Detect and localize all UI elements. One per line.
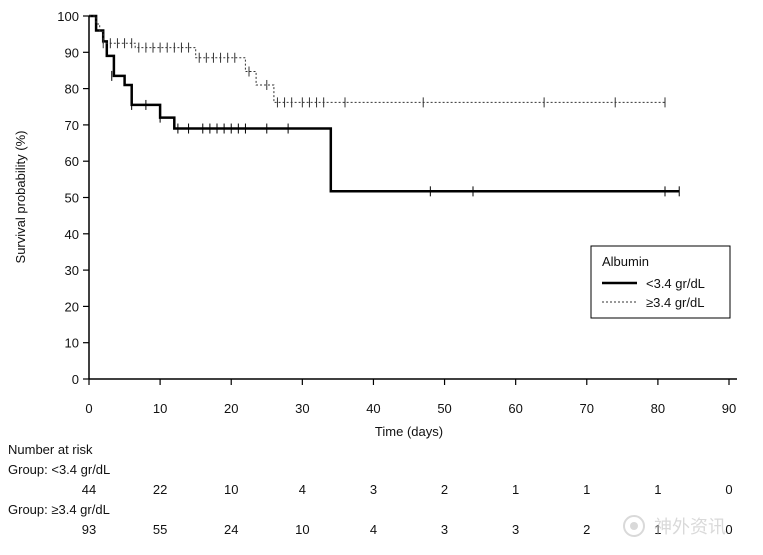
risk-count: 4 [298, 482, 306, 497]
y-tick-label: 10 [65, 336, 79, 351]
legend: Albumin <3.4 gr/dL ≥3.4 gr/dL [590, 245, 731, 319]
x-tick-label: 0 [85, 401, 92, 416]
legend-label-low: <3.4 gr/dL [646, 276, 705, 291]
plot-area [89, 14, 680, 197]
risk-count: 10 [295, 522, 310, 537]
x-tick-label: 10 [153, 401, 167, 416]
x-tick-label: 70 [580, 401, 594, 416]
risk-count: 0 [725, 482, 733, 497]
risk-count: 55 [152, 522, 168, 537]
risk-count: 2 [440, 482, 449, 497]
series-high-albumin-line [89, 15, 665, 103]
risk-count: 22 [152, 482, 168, 497]
risk-count: 1 [654, 522, 662, 537]
x-tick-label: 90 [722, 401, 736, 416]
y-tick-label: 90 [65, 45, 79, 60]
risk-count: 24 [223, 522, 239, 537]
series-low-albumin-line [89, 14, 680, 193]
risk-count: 0 [725, 522, 733, 537]
y-tick-label: 80 [65, 82, 79, 97]
risk-count: 1 [512, 482, 520, 497]
risk-count: 93 [81, 522, 97, 537]
x-tick-label: 40 [366, 401, 380, 416]
legend-label-high: ≥3.4 gr/dL [646, 295, 704, 310]
watermark-text: 神外资讯 [654, 517, 726, 538]
risk-table-header: Number at risk [8, 442, 93, 457]
x-tick-label: 30 [295, 401, 309, 416]
y-tick-label: 100 [57, 9, 79, 24]
x-axis-title: Time (days) [375, 424, 443, 439]
risk-count: 3 [512, 522, 520, 537]
y-tick-label: 0 [72, 372, 79, 387]
risk-count: 2 [583, 522, 591, 537]
x-tick-label: 80 [651, 401, 665, 416]
y-tick-label: 40 [65, 227, 79, 242]
risk-group-low-label: Group: <3.4 gr/dL [8, 462, 111, 477]
risk-group-high-label: Group: ≥3.4 gr/dL [8, 502, 110, 517]
risk-count: 3 [369, 482, 378, 497]
risk-count: 1 [583, 482, 591, 497]
y-tick-label: 30 [65, 263, 79, 278]
x-tick-label: 60 [508, 401, 522, 416]
legend-title: Albumin [602, 254, 649, 269]
y-tick-label: 70 [65, 118, 79, 133]
y-tick-label: 60 [65, 154, 79, 169]
x-tick-label: 50 [437, 401, 451, 416]
risk-count: 3 [440, 522, 449, 537]
y-tick-label: 20 [65, 299, 79, 314]
risk-count: 44 [81, 482, 97, 497]
x-tick-label: 20 [224, 401, 238, 416]
y-axis-title: Survival probability (%) [13, 131, 28, 264]
risk-count: 4 [369, 522, 378, 537]
risk-count: 10 [223, 482, 239, 497]
y-tick-label: 50 [65, 191, 79, 206]
axes: 0 10 20 30 40 50 60 70 80 90 100 0 10 20 30 40 50 60 70 80 9… [57, 9, 737, 416]
watermark-logo: 神外资讯 [623, 515, 726, 538]
risk-count: 1 [654, 482, 662, 497]
